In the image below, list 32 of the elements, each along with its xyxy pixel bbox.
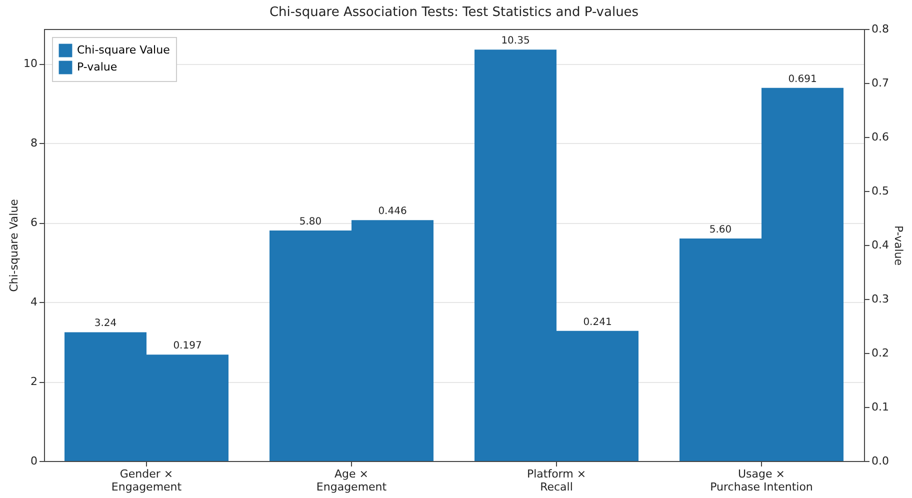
y2-axis-title: P-value — [892, 225, 905, 266]
y2-tick-label: 0.8 — [872, 22, 889, 36]
data-label: 0.691 — [788, 74, 817, 85]
y-tick-label: 8 — [30, 136, 38, 150]
y-tick-label: 2 — [30, 375, 38, 388]
y2-tick-label: 0.3 — [872, 292, 889, 306]
y2-tick-label: 0.6 — [872, 130, 889, 144]
data-label: 0.241 — [583, 316, 612, 328]
data-label: 0.197 — [173, 340, 202, 352]
data-label: 5.80 — [299, 216, 322, 228]
data-label: 5.60 — [709, 224, 732, 236]
y2-tick-label: 0.2 — [872, 346, 889, 360]
y-tick-label: 0 — [30, 454, 38, 468]
chart-title: Chi-square Association Tests: Test Statistics and P-values — [269, 5, 639, 20]
data-label: 0.446 — [378, 206, 407, 218]
y2-tick-label: 0.1 — [872, 400, 889, 414]
legend-label: P-value — [77, 60, 118, 74]
y-axis-title: Chi-square Value — [8, 198, 21, 292]
legend-label: Chi-square Value — [77, 44, 170, 56]
x-tick-label: Gender × Engagement — [111, 468, 182, 494]
y-tick-label: 6 — [30, 216, 38, 230]
data-label: 10.35 — [501, 36, 530, 47]
y2-tick-label: 0.7 — [872, 76, 889, 90]
y2-tick-label: 0.4 — [872, 238, 889, 252]
x-tick-label: Platform × Recall — [526, 468, 586, 494]
x-tick-label: Usage × Purchase Intention — [710, 468, 813, 494]
data-label: 3.24 — [94, 318, 117, 330]
y-tick-label: 4 — [30, 296, 38, 309]
x-tick-label: Age × Engagement — [316, 468, 388, 494]
y-tick-label: 10 — [24, 57, 38, 70]
y2-tick-label: 0.0 — [872, 454, 889, 468]
y2-tick-label: 0.5 — [872, 184, 889, 198]
